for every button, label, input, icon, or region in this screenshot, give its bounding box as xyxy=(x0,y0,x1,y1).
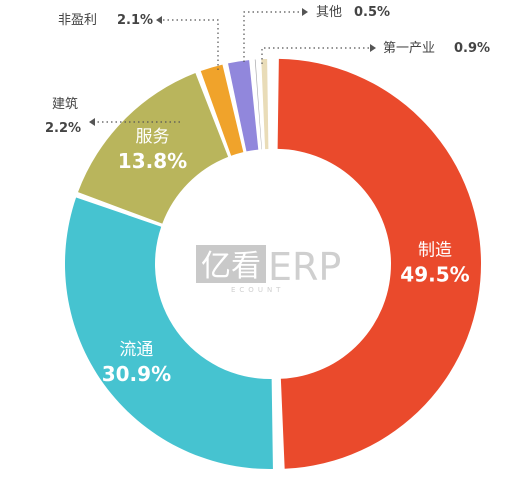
slice-5 xyxy=(228,60,259,152)
watermark-brand-cn: 亿看 xyxy=(201,249,261,284)
leader-arrow-4 xyxy=(89,118,95,126)
leader-line-7 xyxy=(261,47,370,64)
slice-3 xyxy=(78,73,229,224)
slice-value-3: 13.8% xyxy=(118,149,187,173)
watermark-logo: 亿看 ERP ECOUNT xyxy=(196,245,341,294)
slice-value-4: 2.2% xyxy=(45,121,81,136)
slices-group xyxy=(64,58,481,469)
slice-value-7: 0.9% xyxy=(454,41,490,56)
slice-4 xyxy=(200,64,244,156)
leader-lines-group xyxy=(89,8,376,126)
slice-label-2: 流通 xyxy=(119,340,153,360)
slice-label-3: 服务 xyxy=(136,127,170,147)
slice-value-5: 2.1% xyxy=(117,13,153,28)
slice-value-1: 49.5% xyxy=(400,263,469,287)
slice-label-4: 建筑 xyxy=(52,96,78,112)
watermark-sub: ECOUNT xyxy=(231,286,284,294)
leader-line-6 xyxy=(243,11,302,62)
slice-label-5: 非盈利 xyxy=(58,13,97,28)
slice-2 xyxy=(64,197,273,469)
slice-6 xyxy=(254,59,262,150)
watermark-badge xyxy=(196,245,266,283)
leader-arrow-5 xyxy=(156,16,162,24)
leader-arrow-7 xyxy=(370,44,376,52)
watermark-brand-en: ERP xyxy=(268,245,341,289)
slice-label-6: 其他 xyxy=(316,5,342,20)
slice-label-1: 制造 xyxy=(418,241,452,261)
slice-value-2: 30.9% xyxy=(102,362,171,386)
leader-line-5 xyxy=(162,19,219,70)
slice-value-6: 0.5% xyxy=(354,5,390,20)
leader-arrow-6 xyxy=(302,8,308,16)
slice-1 xyxy=(277,58,481,469)
slice-label-7: 第一产业 xyxy=(383,41,435,56)
slice-7 xyxy=(261,59,269,150)
